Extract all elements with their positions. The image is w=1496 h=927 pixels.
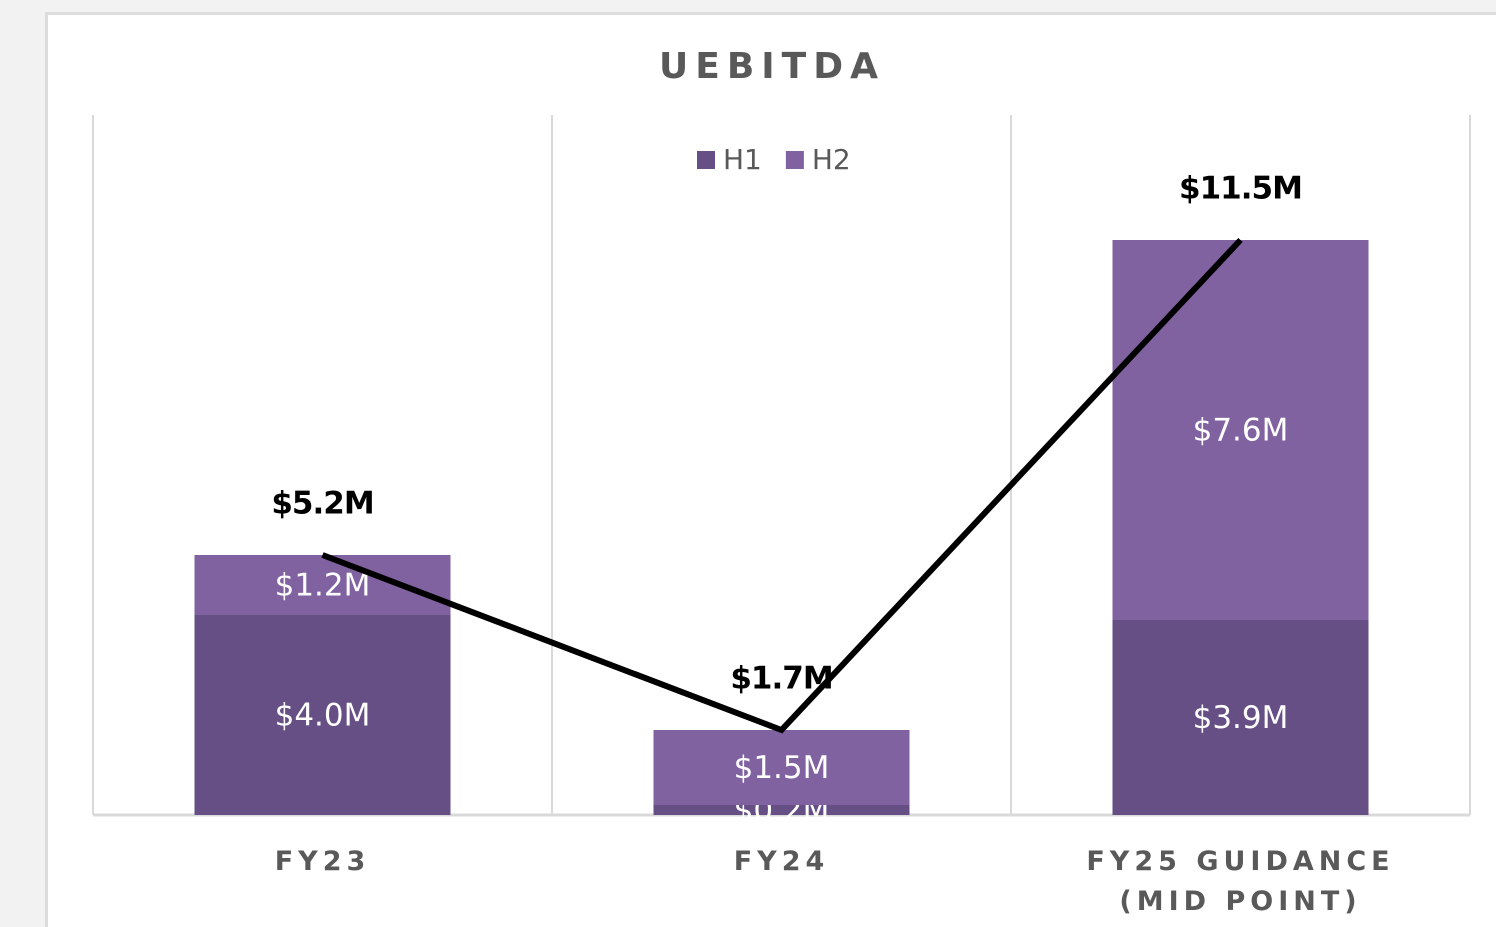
legend-swatch xyxy=(697,151,715,169)
chart-title: UEBITDA xyxy=(659,46,885,87)
data-label: $3.9M xyxy=(1193,700,1289,736)
bar-segment xyxy=(653,805,910,815)
total-label: $1.7M xyxy=(730,661,832,697)
bar-segment xyxy=(194,615,451,815)
x-tick-label: FY23 xyxy=(274,846,371,877)
total-label: $5.2M xyxy=(271,486,373,522)
bar-segment xyxy=(653,730,910,805)
x-tick-label: FY24 xyxy=(733,846,830,877)
bar-segment xyxy=(1112,240,1369,620)
total-label: $11.5M xyxy=(1179,171,1302,207)
bar-segment xyxy=(1112,620,1369,815)
legend-label: H2 xyxy=(812,143,851,176)
data-label: $1.2M xyxy=(275,568,371,604)
data-label: $4.0M xyxy=(275,698,371,734)
total-line xyxy=(321,237,1243,734)
x-tick-label: FY25 GUIDANCE (MID POINT) xyxy=(1086,846,1395,917)
data-label: $1.5M xyxy=(734,750,830,786)
legend-swatch xyxy=(785,151,804,169)
legend-label: H1 xyxy=(723,143,762,176)
data-label: $7.6M xyxy=(1193,413,1289,449)
